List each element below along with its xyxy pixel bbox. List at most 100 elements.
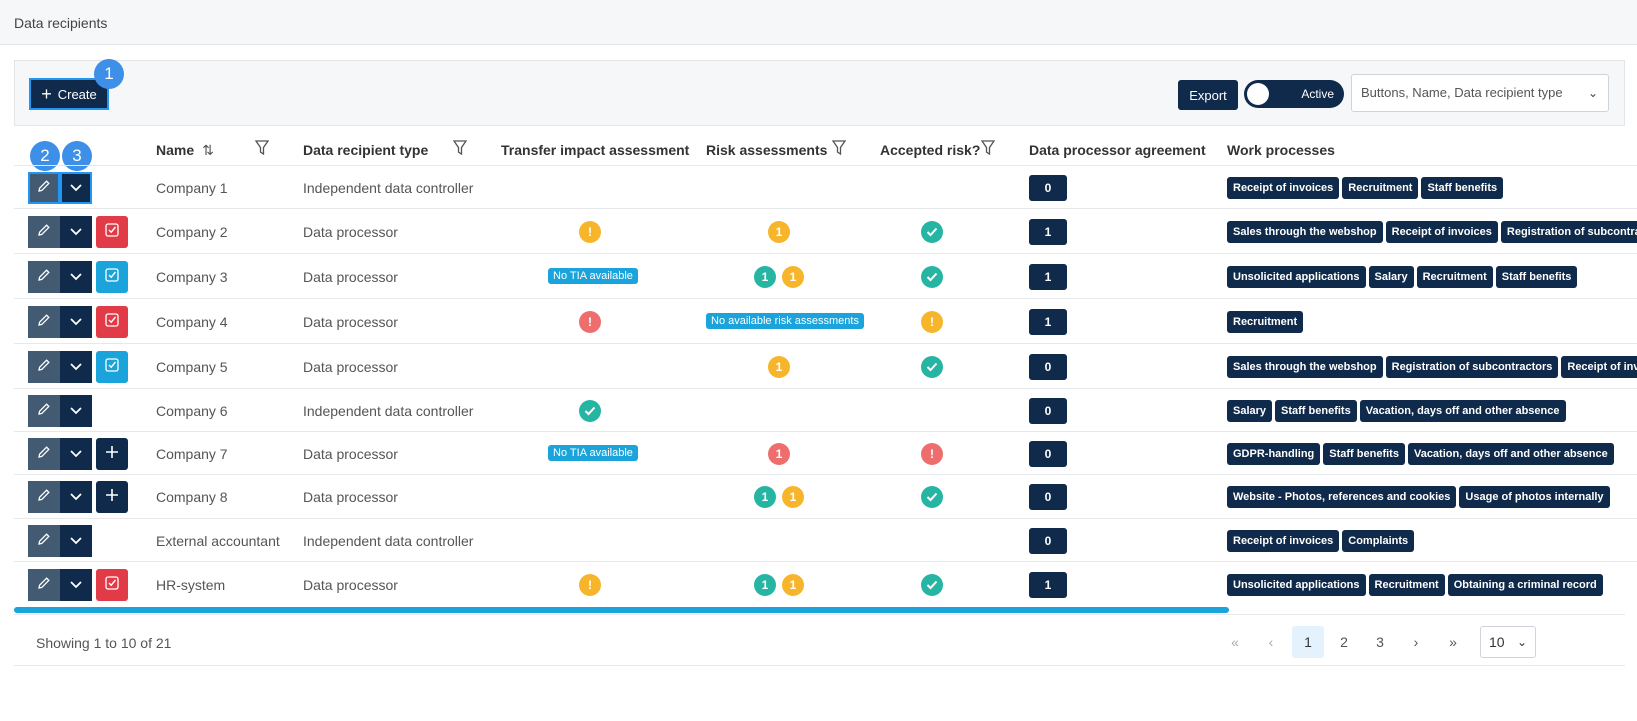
active-toggle[interactable]: Active: [1244, 80, 1344, 108]
add-task-button[interactable]: [96, 481, 128, 513]
dpa-count-badge[interactable]: 1: [1029, 264, 1067, 290]
recipient-name[interactable]: External accountant: [156, 533, 280, 549]
work-process-tag[interactable]: Usage of photos internally: [1459, 486, 1610, 508]
risk-count-badge[interactable]: 1: [782, 574, 804, 596]
risk-count-badge[interactable]: 1: [782, 486, 804, 508]
edit-button[interactable]: [28, 216, 60, 248]
create-button[interactable]: + Create: [29, 78, 109, 110]
col-type-header[interactable]: Data recipient type: [303, 142, 429, 158]
page-size-select[interactable]: 10 ⌄: [1480, 626, 1536, 658]
col-work-header[interactable]: Work processes: [1227, 142, 1335, 158]
work-process-tag[interactable]: Obtaining a criminal record: [1447, 574, 1603, 596]
risk-count-badge[interactable]: 1: [754, 486, 776, 508]
edit-button[interactable]: [28, 481, 60, 513]
col-risk-header[interactable]: Risk assessments: [706, 142, 828, 158]
recipient-name[interactable]: Company 6: [156, 403, 228, 419]
horizontal-scrollbar[interactable]: [14, 607, 1229, 613]
work-process-tag[interactable]: Recruitment: [1416, 266, 1493, 288]
recipient-name[interactable]: Company 7: [156, 446, 228, 462]
dpa-count-badge[interactable]: 1: [1029, 219, 1067, 245]
recipient-name[interactable]: HR-system: [156, 577, 226, 593]
work-process-tag[interactable]: Sales through the webshop: [1227, 221, 1383, 243]
column-select[interactable]: Buttons, Name, Data recipient type ⌄: [1351, 74, 1609, 112]
risk-count-badge[interactable]: 1: [768, 356, 790, 378]
work-process-tag[interactable]: Sales through the webshop: [1227, 356, 1383, 378]
next-page-button[interactable]: ›: [1413, 634, 1419, 650]
work-process-tag[interactable]: Vacation, days off and other absence: [1359, 400, 1566, 422]
risk-count-badge[interactable]: 1: [782, 266, 804, 288]
dpa-count-badge[interactable]: 0: [1029, 354, 1067, 380]
row-dropdown-button[interactable]: [60, 395, 92, 427]
dpa-count-badge[interactable]: 0: [1029, 528, 1067, 554]
work-process-tag[interactable]: Website - Photos, references and cookies: [1227, 486, 1457, 508]
dpa-count-badge[interactable]: 1: [1029, 572, 1067, 598]
work-process-tag[interactable]: Unsolicited applications: [1227, 266, 1366, 288]
filter-icon[interactable]: [832, 140, 846, 156]
edit-button[interactable]: [28, 395, 60, 427]
col-tia-header[interactable]: Transfer impact assessment: [501, 142, 690, 158]
work-process-tag[interactable]: Unsolicited applications: [1227, 574, 1366, 596]
edit-button[interactable]: [28, 525, 60, 557]
dpa-count-badge[interactable]: 0: [1029, 175, 1067, 201]
row-dropdown-button[interactable]: [60, 569, 92, 601]
row-dropdown-button[interactable]: [60, 525, 92, 557]
work-process-tag[interactable]: Complaints: [1342, 530, 1415, 552]
work-process-tag[interactable]: Receipt of invoices: [1385, 221, 1498, 243]
prev-page-button[interactable]: ‹: [1268, 634, 1274, 650]
recipient-name[interactable]: Company 2: [156, 224, 228, 240]
work-process-tag[interactable]: Vacation, days off and other absence: [1407, 443, 1614, 465]
sort-icon[interactable]: ⇅: [202, 142, 214, 158]
work-process-tag[interactable]: Staff benefits: [1421, 177, 1504, 199]
edit-button[interactable]: [28, 261, 60, 293]
col-dpa-header[interactable]: Data processor agreement: [1029, 142, 1206, 158]
export-button[interactable]: Export: [1178, 80, 1238, 110]
filter-icon[interactable]: [453, 140, 467, 156]
dpa-count-badge[interactable]: 0: [1029, 398, 1067, 424]
edit-button[interactable]: [28, 172, 60, 204]
recipient-name[interactable]: Company 8: [156, 489, 228, 505]
dpa-count-badge[interactable]: 0: [1029, 484, 1067, 510]
filter-icon[interactable]: [255, 140, 269, 156]
work-process-tag[interactable]: Salary: [1368, 266, 1414, 288]
row-dropdown-button[interactable]: [60, 216, 92, 248]
work-process-tag[interactable]: Receipt of invoices: [1561, 356, 1637, 378]
edit-button[interactable]: [28, 306, 60, 338]
recipient-name[interactable]: Company 3: [156, 269, 228, 285]
work-process-tag[interactable]: Recruitment: [1227, 311, 1304, 333]
recipient-name[interactable]: Company 4: [156, 314, 228, 330]
row-dropdown-button[interactable]: [60, 438, 92, 470]
edit-button[interactable]: [28, 351, 60, 383]
row-dropdown-button[interactable]: [60, 481, 92, 513]
row-dropdown-button[interactable]: [60, 306, 92, 338]
page-button-2[interactable]: 2: [1340, 634, 1348, 650]
recipient-name[interactable]: Company 5: [156, 359, 228, 375]
first-page-button[interactable]: «: [1231, 634, 1239, 650]
work-process-tag[interactable]: Recruitment: [1342, 177, 1419, 199]
page-button-1[interactable]: 1: [1292, 626, 1324, 658]
edit-button[interactable]: [28, 569, 60, 601]
row-dropdown-button[interactable]: [60, 351, 92, 383]
task-status-button[interactable]: [96, 216, 128, 248]
risk-count-badge[interactable]: 1: [768, 443, 790, 465]
row-dropdown-button[interactable]: [60, 261, 92, 293]
col-name-header[interactable]: Name ⇅: [156, 142, 214, 159]
task-status-button[interactable]: [96, 261, 128, 293]
risk-count-badge[interactable]: 1: [768, 221, 790, 243]
work-process-tag[interactable]: Staff benefits: [1495, 266, 1578, 288]
task-status-button[interactable]: [96, 569, 128, 601]
add-task-button[interactable]: [96, 438, 128, 470]
task-status-button[interactable]: [96, 306, 128, 338]
work-process-tag[interactable]: Staff benefits: [1323, 443, 1405, 465]
row-dropdown-button[interactable]: [60, 172, 92, 204]
risk-count-badge[interactable]: 1: [754, 574, 776, 596]
page-button-3[interactable]: 3: [1376, 634, 1384, 650]
edit-button[interactable]: [28, 438, 60, 470]
work-process-tag[interactable]: Receipt of invoices: [1227, 530, 1340, 552]
dpa-count-badge[interactable]: 1: [1029, 309, 1067, 335]
work-process-tag[interactable]: Registration of subcontractors: [1500, 221, 1637, 243]
risk-count-badge[interactable]: 1: [754, 266, 776, 288]
col-accepted-header[interactable]: Accepted risk?: [880, 142, 981, 158]
work-process-tag[interactable]: Registration of subcontractors: [1385, 356, 1559, 378]
last-page-button[interactable]: »: [1449, 634, 1457, 650]
work-process-tag[interactable]: Salary: [1227, 400, 1273, 422]
